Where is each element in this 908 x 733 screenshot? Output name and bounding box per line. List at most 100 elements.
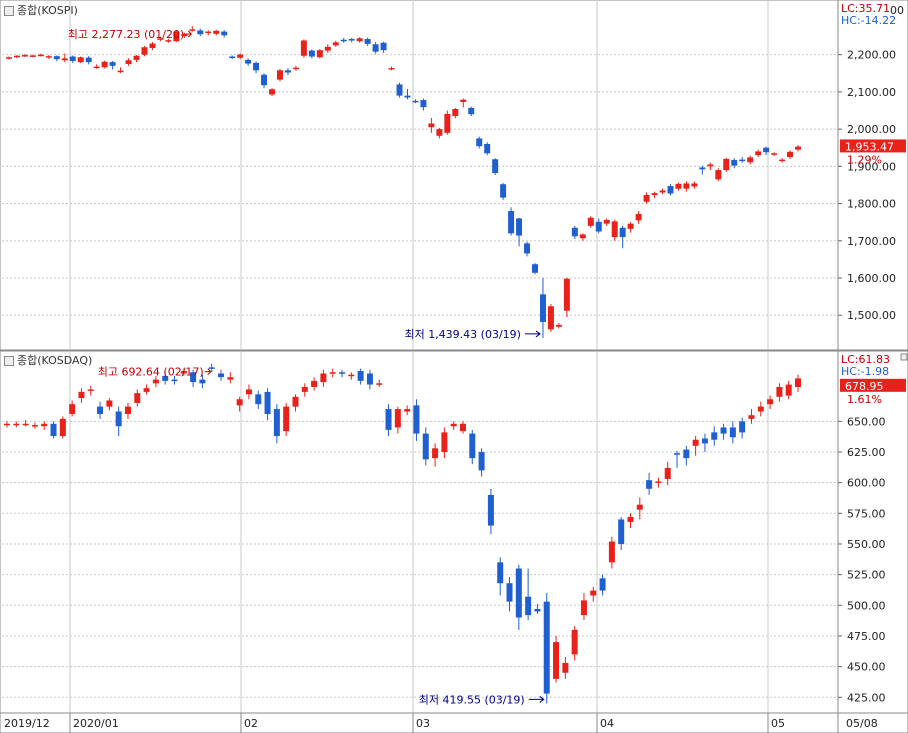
candle	[109, 60, 116, 70]
candle	[264, 388, 271, 421]
candle-body	[571, 629, 578, 655]
candle-body	[412, 100, 419, 103]
candle	[506, 577, 513, 612]
candle	[441, 427, 448, 459]
candle	[199, 374, 206, 389]
candle	[348, 37, 355, 43]
candle	[571, 225, 578, 239]
candle	[357, 368, 364, 385]
candle-body	[53, 56, 60, 60]
candle	[795, 374, 801, 392]
candle	[213, 29, 220, 36]
candle-body	[432, 448, 439, 459]
candle	[237, 53, 244, 60]
candle-body	[157, 38, 164, 40]
candle	[97, 401, 104, 419]
candle-body	[59, 418, 66, 437]
candle	[595, 218, 602, 234]
y-tick-label: 650.00	[847, 415, 886, 428]
candle	[611, 219, 618, 241]
candle	[197, 28, 204, 37]
checkbox-icon[interactable]	[4, 6, 14, 16]
candle-body	[692, 439, 699, 446]
candle	[459, 421, 466, 434]
last-price-box	[840, 378, 906, 392]
candle-body	[795, 146, 801, 150]
candle	[452, 107, 459, 119]
candle-body	[674, 453, 681, 455]
candle	[180, 368, 187, 376]
candle-body	[555, 324, 562, 327]
candle	[171, 375, 178, 385]
candle-body	[213, 30, 220, 34]
candle-body	[579, 234, 586, 239]
candle	[29, 54, 36, 58]
candle	[245, 384, 252, 400]
candle	[683, 445, 690, 466]
candle-body	[691, 183, 698, 187]
candle	[124, 402, 131, 419]
candle	[422, 427, 429, 466]
candle-body	[715, 170, 722, 180]
candle-body	[29, 55, 36, 57]
y-tick-label: 525.00	[847, 569, 886, 582]
kosdaq-pane-header[interactable]: 종합(KOSDAQ)	[4, 352, 92, 368]
candle-body	[506, 583, 513, 602]
candle-body	[388, 68, 395, 70]
checkbox-icon[interactable]	[4, 356, 14, 366]
candle	[532, 263, 538, 275]
candle-body	[199, 379, 206, 384]
candle-body	[61, 58, 68, 61]
candle-body	[667, 186, 674, 194]
candle-body	[229, 56, 236, 59]
candle	[229, 55, 236, 60]
y-tick-label: 2,000.00	[847, 123, 896, 136]
candle-body	[731, 160, 738, 166]
y-tick-label: 550.00	[847, 538, 886, 551]
candle	[562, 656, 569, 679]
y-tick-label: 1,600.00	[847, 272, 896, 285]
candle	[767, 395, 774, 410]
candle	[748, 409, 755, 424]
candle	[450, 421, 457, 430]
candle-body	[190, 372, 197, 383]
candle-body	[587, 217, 594, 226]
y-tick-label: 600.00	[847, 477, 886, 490]
candle-body	[659, 190, 666, 193]
candle	[603, 218, 610, 226]
candle	[59, 416, 66, 439]
candle	[787, 150, 794, 159]
candle	[651, 191, 658, 198]
candle-body	[683, 183, 690, 189]
candle-body	[50, 423, 57, 437]
candle-body	[245, 59, 252, 64]
x-tick-label: 2020/01	[73, 717, 119, 730]
candle-body	[539, 294, 546, 322]
candle-body	[348, 374, 355, 377]
kospi-pane-header[interactable]: 종합(KOSPI)	[4, 2, 78, 18]
candle	[412, 99, 419, 104]
candle	[208, 363, 215, 373]
candle-body	[117, 70, 124, 73]
candle-body	[655, 481, 662, 483]
candle-body	[785, 384, 792, 396]
candle-body	[109, 62, 116, 66]
candle-body	[245, 389, 252, 395]
candle-body	[711, 432, 718, 440]
candle-body	[22, 423, 29, 426]
candle-body	[515, 568, 522, 618]
candle	[757, 401, 764, 417]
candle-body	[85, 57, 92, 63]
candle	[608, 536, 615, 569]
candle	[69, 400, 76, 417]
hc-label: HC:-14.22	[841, 14, 896, 27]
candle	[152, 375, 159, 387]
candle	[555, 323, 562, 329]
y-tick-label: 500.00	[847, 599, 886, 612]
candle-body	[619, 227, 626, 238]
candle-body	[524, 243, 531, 254]
candle	[149, 42, 156, 51]
candle-body	[77, 57, 84, 63]
x-tick-label: 2019/12	[4, 717, 50, 730]
candle-body	[492, 159, 499, 174]
